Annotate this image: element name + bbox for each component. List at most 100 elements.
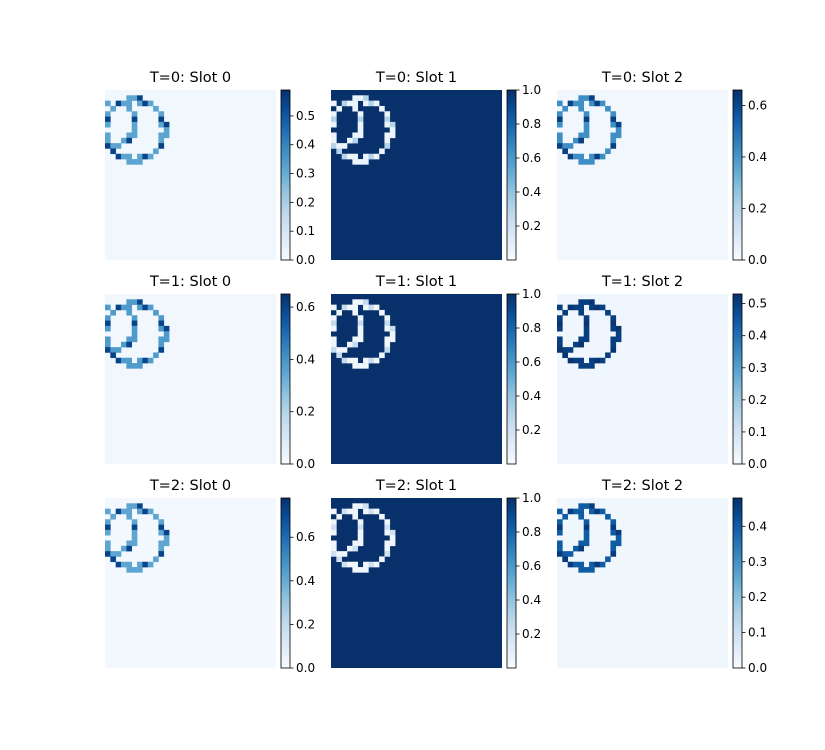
heatmap-cell (126, 309, 133, 316)
heatmap-cell (357, 363, 364, 369)
heatmap-cell (363, 153, 369, 160)
heatmap-cell (110, 148, 116, 155)
heatmap-cell (158, 545, 165, 552)
colorbar-tick-label: 0.3 (296, 167, 315, 181)
heatmap-cell (147, 153, 154, 160)
heatmap-cell (363, 561, 369, 568)
heatmap-cell (589, 567, 595, 573)
heatmap-cell (331, 545, 337, 552)
heatmap-cell (336, 513, 342, 520)
heatmap-cell (105, 132, 111, 139)
panel-title: T=1: Slot 2 (601, 274, 683, 290)
colorbar-tick-label: 0.3 (748, 361, 767, 375)
heatmap-cell (583, 325, 590, 332)
heatmap-cell (557, 116, 563, 123)
heatmap-cell (567, 347, 574, 353)
heatmap-cell (137, 153, 143, 160)
heatmap-cell (615, 336, 622, 343)
heatmap-cell (131, 535, 138, 541)
heatmap-cell (158, 325, 165, 332)
heatmap-cell (110, 347, 116, 353)
colorbar-tick-label: 0.4 (296, 352, 315, 366)
heatmap-cell (357, 529, 364, 536)
heatmap-cell (583, 315, 590, 321)
heatmap-cell (158, 341, 165, 348)
colorbar (280, 89, 291, 261)
heatmap-cell (142, 100, 149, 107)
heatmap-cell (331, 508, 337, 515)
heatmap-cell (583, 127, 590, 133)
heatmap-cell (341, 508, 348, 515)
heatmap-cell (557, 529, 563, 536)
heatmap-cell (105, 116, 111, 123)
heatmap-cell (336, 105, 342, 112)
heatmap-cell (105, 347, 111, 353)
heatmap-cell (594, 561, 601, 568)
heatmap-cell (163, 535, 170, 541)
heatmap-cell (557, 121, 563, 128)
heatmap-cell (557, 524, 563, 531)
heatmap-cell (131, 127, 138, 133)
heatmap-cell (373, 100, 380, 107)
heatmap-cell (578, 508, 585, 515)
heatmap-cell (331, 121, 337, 128)
heatmap-cell (147, 357, 154, 364)
heatmap-cell (347, 304, 353, 311)
colorbar-tick-label: 0.1 (296, 224, 315, 238)
colorbar-tick-label: 0.6 (522, 355, 541, 369)
heatmap-cell (347, 508, 353, 515)
heatmap-cell (557, 315, 563, 321)
colorbar-tick-label: 0.4 (748, 519, 767, 533)
heatmap-cell (389, 132, 396, 139)
colorbar (280, 497, 291, 669)
heatmap-cell (610, 519, 617, 525)
colorbar-tick-label: 0.2 (296, 617, 315, 631)
panel-title: T=1: Slot 1 (375, 274, 457, 290)
heatmap-cell (105, 320, 111, 327)
heatmap-cell (153, 556, 159, 563)
heatmap-cell (105, 315, 111, 321)
heatmap-cell (126, 100, 133, 107)
heatmap-cell (331, 315, 337, 321)
heatmap-cell (147, 100, 154, 107)
heatmap-cell (583, 363, 590, 369)
heatmap-cell (357, 519, 364, 525)
heatmap-cell (605, 513, 611, 520)
colorbar-tick-label: 0.4 (296, 138, 315, 152)
heatmap-cell (557, 304, 563, 311)
heatmap-panel-5: T=1: Slot 2 0.0 0.1 0.2 0.3 0.4 0.5 (557, 274, 767, 471)
heatmap-cell (578, 153, 585, 160)
heatmap-cell (578, 503, 585, 509)
heatmap-cell (131, 503, 138, 509)
heatmap-cell (615, 540, 622, 547)
heatmap-cell (131, 299, 138, 305)
colorbar-tick-label: 0.5 (748, 297, 767, 311)
heatmap-cell (557, 111, 563, 117)
heatmap-cell (384, 341, 391, 348)
heatmap-cell (352, 95, 359, 101)
colorbar-tick-label: 0.2 (748, 393, 767, 407)
heatmap-cell (331, 540, 337, 547)
heatmap-cell (583, 159, 590, 165)
heatmap-cell (557, 143, 563, 149)
heatmap-cell (158, 519, 165, 525)
heatmap-panel-6: T=2: Slot 0 0.0 0.2 0.4 0.6 (105, 478, 315, 675)
heatmap-cell (131, 159, 138, 165)
heatmap-cell (126, 95, 133, 101)
heatmap-cell (158, 132, 165, 139)
colorbar-tick-label: 0.6 (522, 559, 541, 573)
heatmap-cell (610, 529, 617, 536)
colorbar-tick-label: 0.6 (296, 530, 315, 544)
heatmap-cell (331, 524, 337, 531)
heatmap-cell (331, 304, 337, 311)
heatmap-cell (105, 121, 111, 128)
heatmap-cell (384, 111, 391, 117)
heatmap-cell (158, 143, 165, 149)
heatmap-cell (105, 508, 111, 515)
heatmap-cell (578, 513, 585, 520)
heatmap-cell (131, 315, 138, 321)
heatmap-cell (357, 320, 364, 327)
heatmap-cell (583, 299, 590, 305)
heatmap-cell (578, 363, 585, 369)
